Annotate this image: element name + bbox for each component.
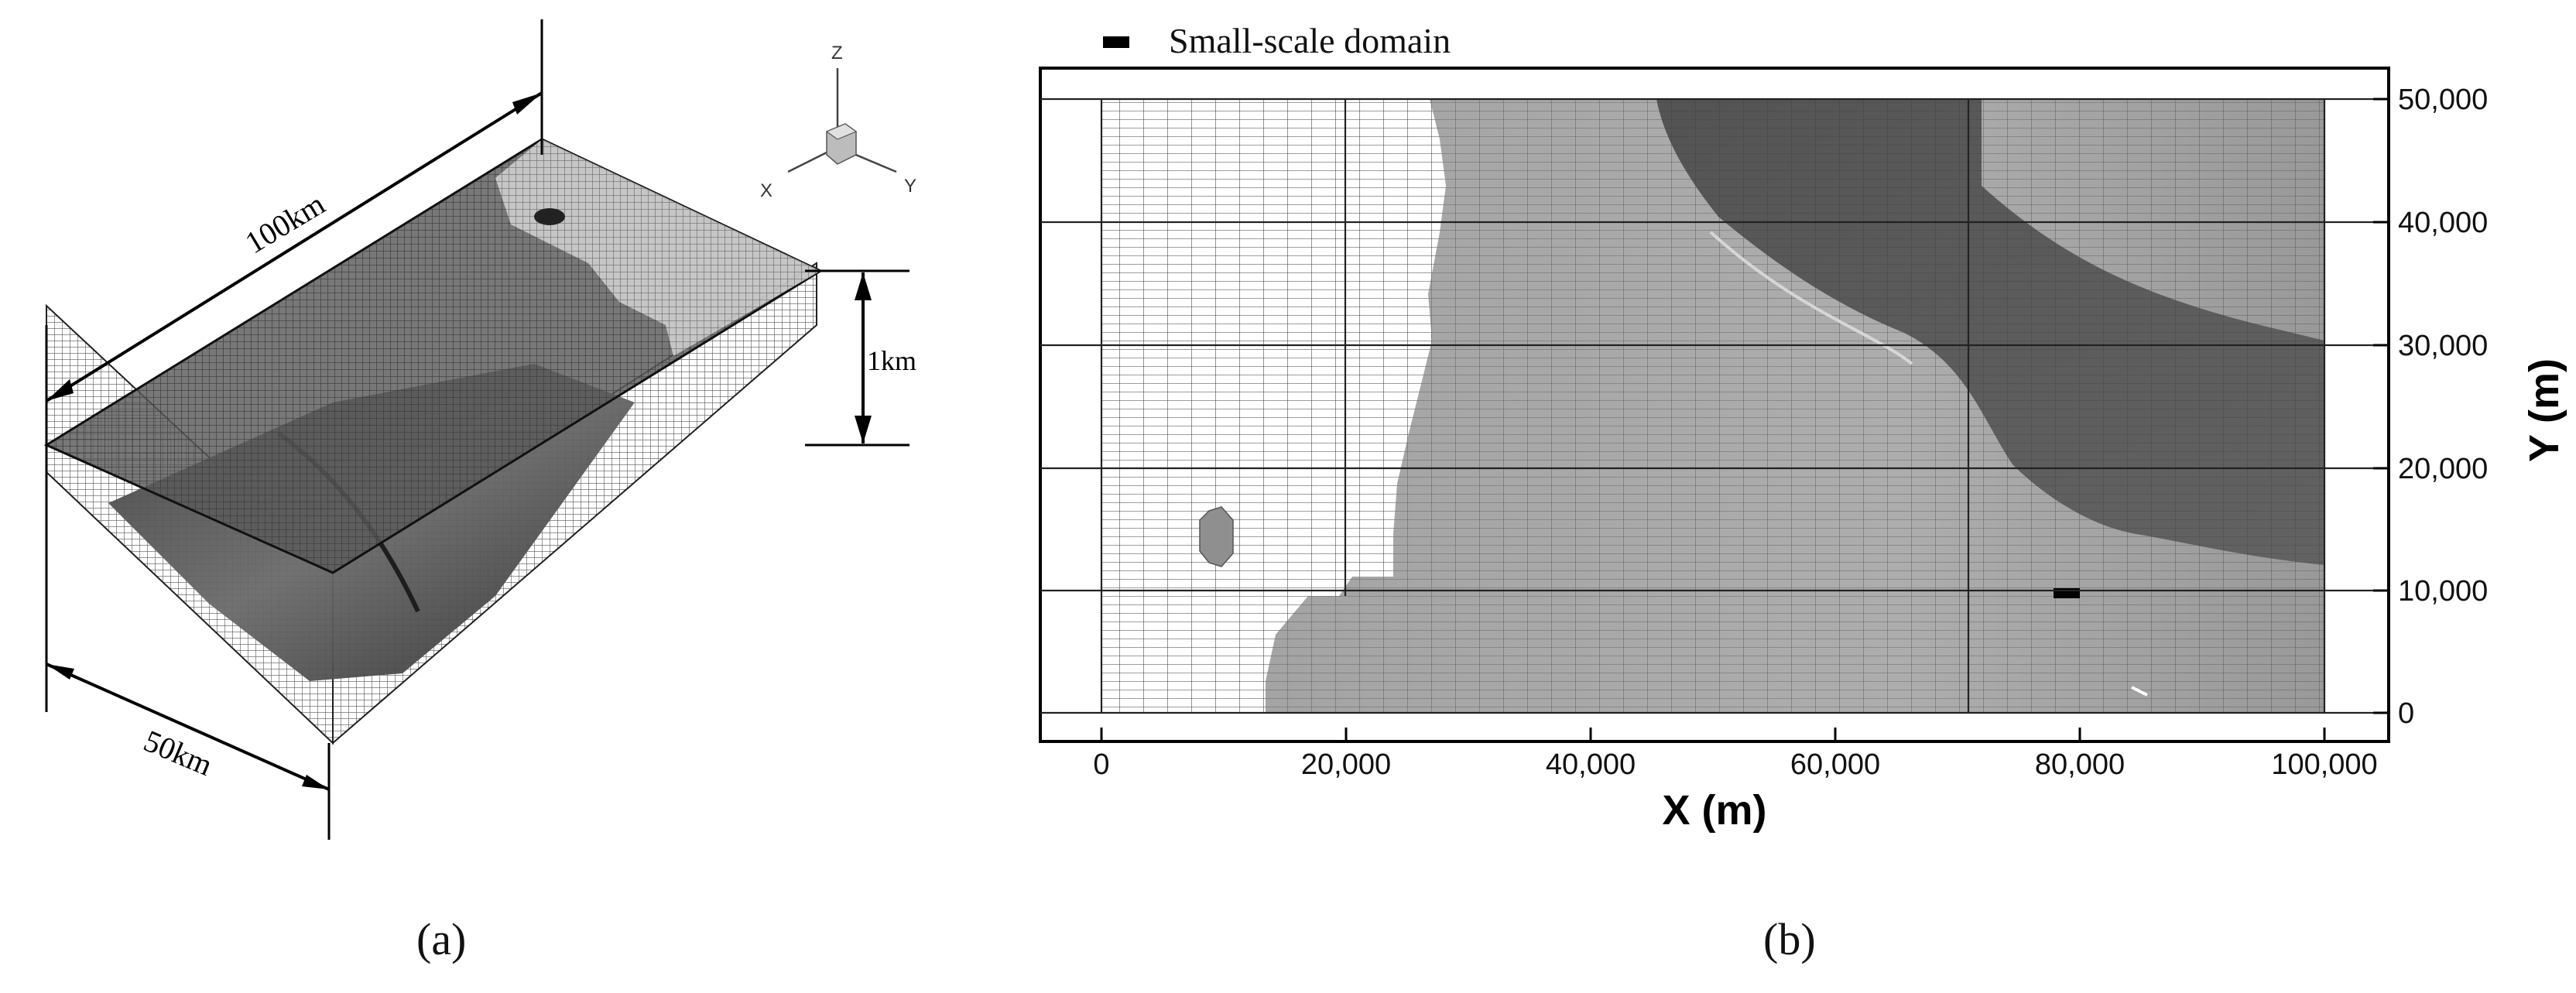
dim-label-1km: 1km (867, 345, 916, 376)
y-axis-ticks (2373, 98, 2389, 714)
x-tick-label: 0 (1093, 748, 1109, 781)
white-mark (2131, 686, 2148, 697)
panel-a: 100km 50km 1km Z X Y (a) (0, 0, 975, 993)
plan-view-plot: Small-scale domain (1039, 21, 2567, 834)
dim-line-100km (45, 91, 543, 402)
axis-label-z: Z (831, 43, 843, 63)
y-tick-label: 30,000 (2398, 330, 2488, 362)
dim-line-50km (46, 663, 330, 791)
x-tick-label: 80,000 (2035, 748, 2125, 781)
legend-label: Small-scale domain (1169, 21, 1451, 60)
caption-a: (a) (416, 914, 467, 964)
channel-bank (1709, 231, 1913, 365)
y-axis-title: Y (m) (2521, 358, 2567, 462)
legend-swatch (1103, 36, 1129, 48)
caption-b: (b) (1763, 914, 1816, 964)
x-tick-label: 100,000 (2271, 748, 2377, 781)
dim-label-50km: 50km (139, 723, 218, 782)
major-gridlines (1040, 98, 2389, 714)
axis-label-x: X (760, 180, 772, 201)
panel-b: Small-scale domain (975, 0, 2576, 993)
y-tick-label: 0 (2398, 697, 2414, 730)
x-tick-label: 60,000 (1790, 748, 1880, 781)
x-axis-title: X (m) (1663, 787, 1767, 834)
dim-label-100km: 100km (239, 187, 331, 261)
axis-triad-icon (787, 68, 897, 173)
y-tick-label: 50,000 (2398, 84, 2488, 116)
y-tick-label: 10,000 (2398, 575, 2488, 608)
axis-label-y: Y (904, 176, 916, 197)
x-tick-label: 40,000 (1546, 748, 1636, 781)
y-tick-label: 20,000 (2398, 453, 2488, 485)
hex-feature (1199, 506, 1234, 567)
mesh-block-3d: 100km 50km 1km Z X Y (43, 19, 916, 840)
y-tick-label: 40,000 (2398, 207, 2488, 239)
small-domain-mark-a (534, 208, 565, 225)
x-axis-ticks (1100, 728, 2326, 741)
x-tick-label: 20,000 (1301, 748, 1391, 781)
